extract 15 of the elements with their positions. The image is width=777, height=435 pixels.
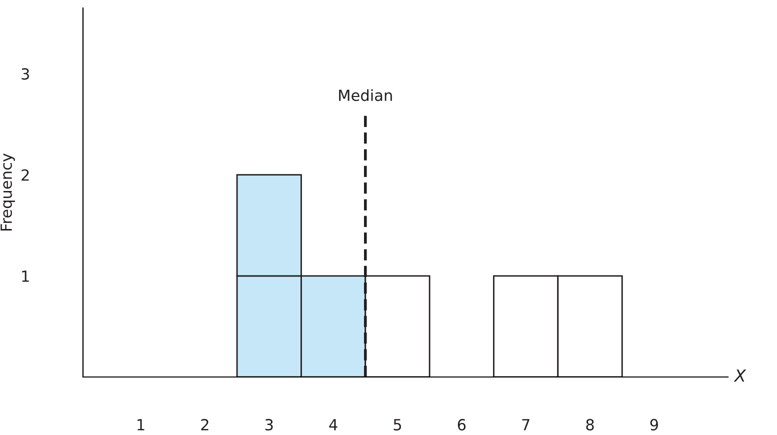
x-tick-label: 2 [201,418,208,430]
x-axis-title: X [734,369,746,382]
ref-line-label: Median [339,89,392,102]
x-tick-label: 4 [329,419,338,430]
y-tick-label: 3 [22,68,29,80]
y-tick-label: 2 [22,169,29,181]
x-tick-label: 6 [458,418,466,430]
x-tick-label: 8 [586,418,594,430]
x-tick-label: 3 [265,418,273,430]
x-tick-label: 9 [650,418,658,430]
x-tick-label: 5 [394,419,402,430]
y-tick-label: 1 [22,270,29,282]
x-tick-label: 1 [138,419,144,430]
x-tick-label: 7 [522,419,530,430]
y-axis-title: Frequency [0,153,15,230]
